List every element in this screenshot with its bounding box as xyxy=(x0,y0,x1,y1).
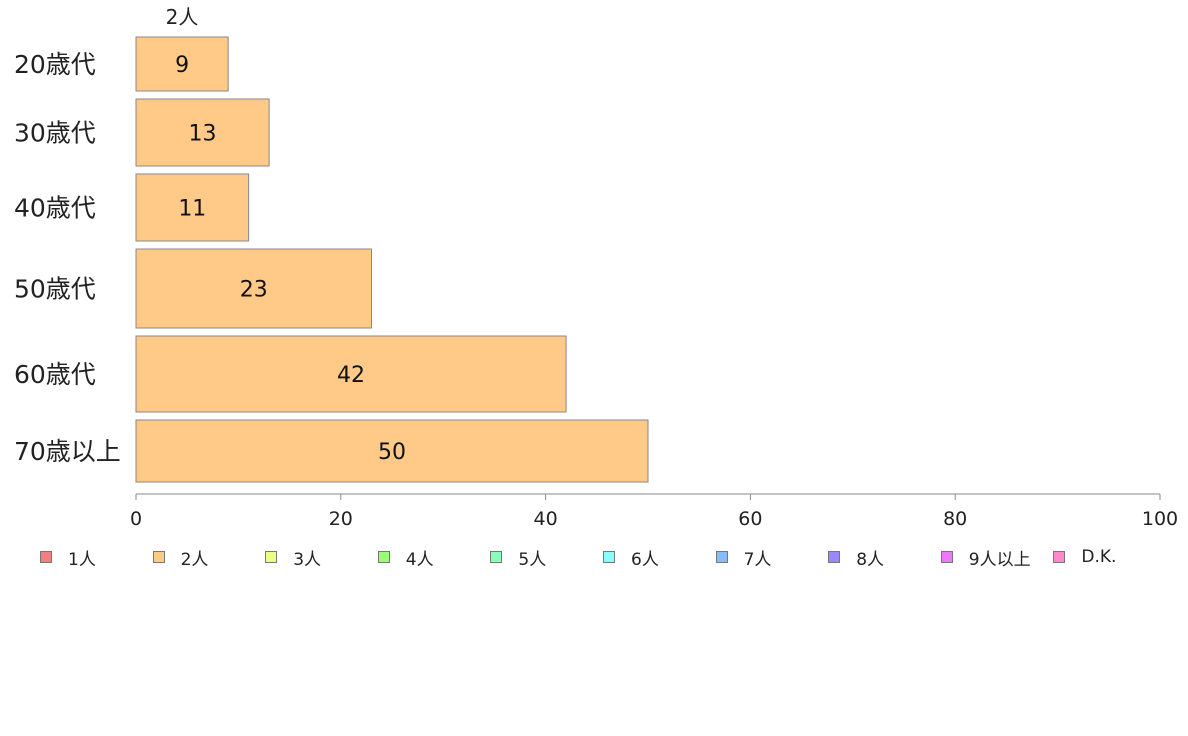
category-label: 50歳代 xyxy=(14,275,96,304)
legend-item: 3人 xyxy=(265,546,322,570)
legend-item: 1人 xyxy=(40,546,96,570)
bar-value-label: 23 xyxy=(240,278,268,303)
legend-item: 4人 xyxy=(377,546,434,570)
legend-swatch xyxy=(828,551,841,563)
legend-label: 9人以上 xyxy=(968,549,1031,570)
legend-swatch xyxy=(1053,551,1066,563)
legend-label: 7人 xyxy=(743,549,772,570)
bar xyxy=(135,248,373,329)
legend-swatch xyxy=(603,551,615,563)
x-tick-label: 100 xyxy=(1142,508,1178,530)
bar xyxy=(135,173,250,242)
legend-swatch xyxy=(377,551,390,563)
x-tick-label: 80 xyxy=(943,508,967,530)
bar xyxy=(135,98,270,167)
x-tick-label: 20 xyxy=(329,508,353,530)
category-label: 30歳代 xyxy=(14,119,96,148)
bar-value-label: 9 xyxy=(175,53,189,78)
category-label: 40歳代 xyxy=(14,194,96,223)
legend-label: D.K. xyxy=(1081,547,1117,567)
legend-label: 8人 xyxy=(856,549,885,570)
x-tick-label: 60 xyxy=(738,508,762,530)
bar-value-label: 11 xyxy=(178,197,206,222)
legend-swatch xyxy=(940,551,953,563)
legend-item: D.K. xyxy=(1053,546,1116,568)
legend: 1人 2人 3人 4人 5人 6人 7人 8人 9人以上 D.K. xyxy=(40,546,1160,570)
bar-value-label: 50 xyxy=(378,440,406,465)
legend-swatch xyxy=(715,551,728,563)
x-tick-label: 0 xyxy=(130,508,142,530)
legend-swatch xyxy=(40,551,52,563)
legend-label: 6人 xyxy=(631,549,659,570)
legend-swatch xyxy=(490,551,503,563)
bar-value-label: 42 xyxy=(337,363,365,388)
legend-item: 7人 xyxy=(715,546,772,570)
top-series-label: 2人 xyxy=(166,5,199,29)
legend-item: 6人 xyxy=(603,546,659,570)
legend-swatch xyxy=(265,551,278,563)
legend-label: 3人 xyxy=(293,549,322,570)
category-label: 60歳代 xyxy=(14,360,96,389)
bar-value-label: 13 xyxy=(189,122,217,147)
legend-label: 1人 xyxy=(68,549,96,570)
category-label: 20歳代 xyxy=(14,50,96,79)
legend-label: 5人 xyxy=(518,549,547,570)
x-tick-label: 40 xyxy=(534,508,558,530)
legend-swatch xyxy=(152,551,165,563)
bar xyxy=(135,36,229,92)
legend-item: 8人 xyxy=(828,546,885,570)
bar xyxy=(135,419,649,483)
bar xyxy=(135,335,567,413)
legend-label: 2人 xyxy=(180,549,209,570)
legend-label: 4人 xyxy=(405,549,434,570)
category-label: 70歳以上 xyxy=(14,437,121,466)
legend-item: 5人 xyxy=(490,546,547,570)
legend-item: 9人以上 xyxy=(940,546,1031,570)
legend-item: 2人 xyxy=(152,546,209,570)
